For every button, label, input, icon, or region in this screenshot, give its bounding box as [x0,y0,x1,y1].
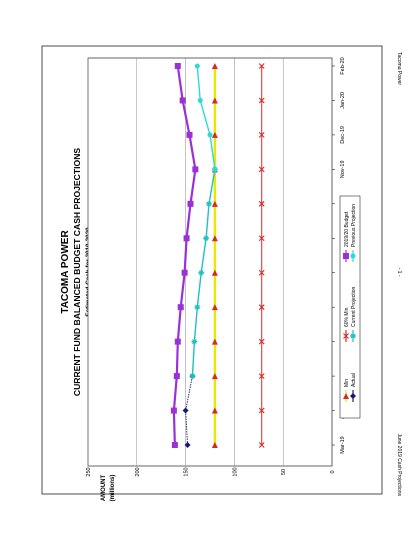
series-line-actual [185,376,193,446]
x-tick-label-Mar-19: Mar-19 [340,436,346,453]
page-header-company: Tacoma Power [396,52,402,85]
point-current-projection-Sep-19 [203,235,210,242]
legend-marker-min [343,393,349,399]
point-min-Oct-19 [211,200,218,207]
legend: Min Actual 60% Min Current Projection 2019/2… [339,195,361,419]
point-2019-20-budget-Apr-19 [170,407,177,414]
point-2019-20-budget-Jul-19 [177,304,184,311]
legend-label-60-min: 60% Min [344,307,350,327]
point-min-Aug-19 [211,269,218,276]
legend-label-min: Min [344,379,350,387]
point-2019-20-budget-Sep-19 [183,235,190,242]
series-line-2019-20-budget [172,65,197,446]
legend-marker-60-min [343,333,349,339]
point-2019-20-budget-May-19 [173,373,180,380]
point-2019-20-budget-Jan-20 [179,97,186,104]
y-axis-label-units: (millions) [110,475,116,502]
point-2019-20-budget-Mar-19 [171,442,178,448]
x-tick-label-Dec-19: Dec-19 [340,126,346,144]
x-tick-label-Feb-20: Feb-20 [340,57,346,74]
point-min-Apr-19 [211,407,218,414]
point-60-min-Aug-19 [258,269,265,276]
page-footer-page-number: - 1 - [396,268,402,277]
legend-marker-current-projection [350,333,356,339]
point-min-Jun-19 [211,338,218,345]
x-tick-label-Nov-19: Nov-19 [340,160,346,178]
point-2019-20-budget-Nov-19 [192,166,199,173]
point-previous-projection-Dec-19 [207,132,213,138]
y-tick-label-250: 250 [86,467,92,476]
point-current-projection-May-19 [189,373,196,380]
series-line-previous-projection [196,65,216,170]
y-tick-label-0: 0 [330,470,336,473]
legend-box [339,195,361,419]
y-tick-label-50: 50 [281,469,287,475]
y-tick-label-100: 100 [232,467,238,476]
point-60-min-Dec-19 [258,132,265,138]
point-min-Jan-20 [211,97,218,104]
point-2019-20-budget-Oct-19 [187,200,194,207]
point-current-projection-Aug-19 [198,269,205,276]
page-footer-report-name: June 2019 Cash Projections [396,433,402,496]
point-current-projection-Jul-19 [194,304,201,311]
y-tick-label-150: 150 [184,467,190,476]
point-60-min-Nov-19 [258,166,265,173]
point-min-Jul-19 [211,304,218,311]
point-2019-20-budget-Dec-19 [186,131,193,138]
point-2019-20-budget-Jun-19 [174,338,181,345]
point-min-Feb-20 [211,63,218,69]
point-60-min-Sep-19 [258,235,265,242]
plot-background [87,57,333,467]
point-60-min-Jun-19 [258,338,265,345]
x-tick-label-Jan-20: Jan-20 [340,92,346,109]
point-actual-Apr-19 [182,407,189,414]
legend-label-2019-20-budget: 2019/20 Budget [344,211,350,247]
point-min-Sep-19 [211,235,218,242]
legend-label-current-projection: Current Projection [351,286,357,327]
point-60-min-Mar-19 [258,442,265,448]
point-60-min-Apr-19 [258,407,265,414]
point-min-May-19 [211,373,218,380]
legend-marker-previous-projection [350,253,356,259]
legend-marker-2019-20-budget [343,253,349,259]
chart-frame [41,45,383,495]
point-2019-20-budget-Feb-20 [174,63,181,69]
chart-title: TACOMA POWER [60,230,71,314]
y-axis-label: AMOUNT [101,475,107,502]
point-actual-Mar-19 [184,442,191,448]
plot-area: 050100150200250Mar-19Apr-19May-19Jun-19J… [86,57,346,476]
point-current-projection-Oct-19 [206,200,213,207]
point-2019-20-budget-Aug-19 [181,269,188,276]
chart-subtitle: CURRENT FUND BALANCED BUDGET CASH PROJEC… [72,148,82,397]
point-60-min-Oct-19 [258,200,265,207]
legend-marker-actual [350,393,356,399]
point-60-min-May-19 [258,373,265,379]
y-tick-label-200: 200 [135,467,141,476]
legend-label-previous-projection: Previous Projection [351,204,357,247]
point-previous-projection-Nov-19 [212,166,218,172]
point-min-Mar-19 [211,442,218,448]
point-60-min-Jul-19 [258,304,265,311]
point-60-min-Jan-20 [258,97,265,104]
point-60-min-Feb-20 [258,63,265,69]
point-previous-projection-Feb-20 [194,63,200,69]
point-previous-projection-Jan-20 [197,97,203,103]
legend-label-actual: Actual [351,373,357,387]
point-min-Dec-19 [211,131,218,138]
point-current-projection-Jun-19 [191,338,198,345]
